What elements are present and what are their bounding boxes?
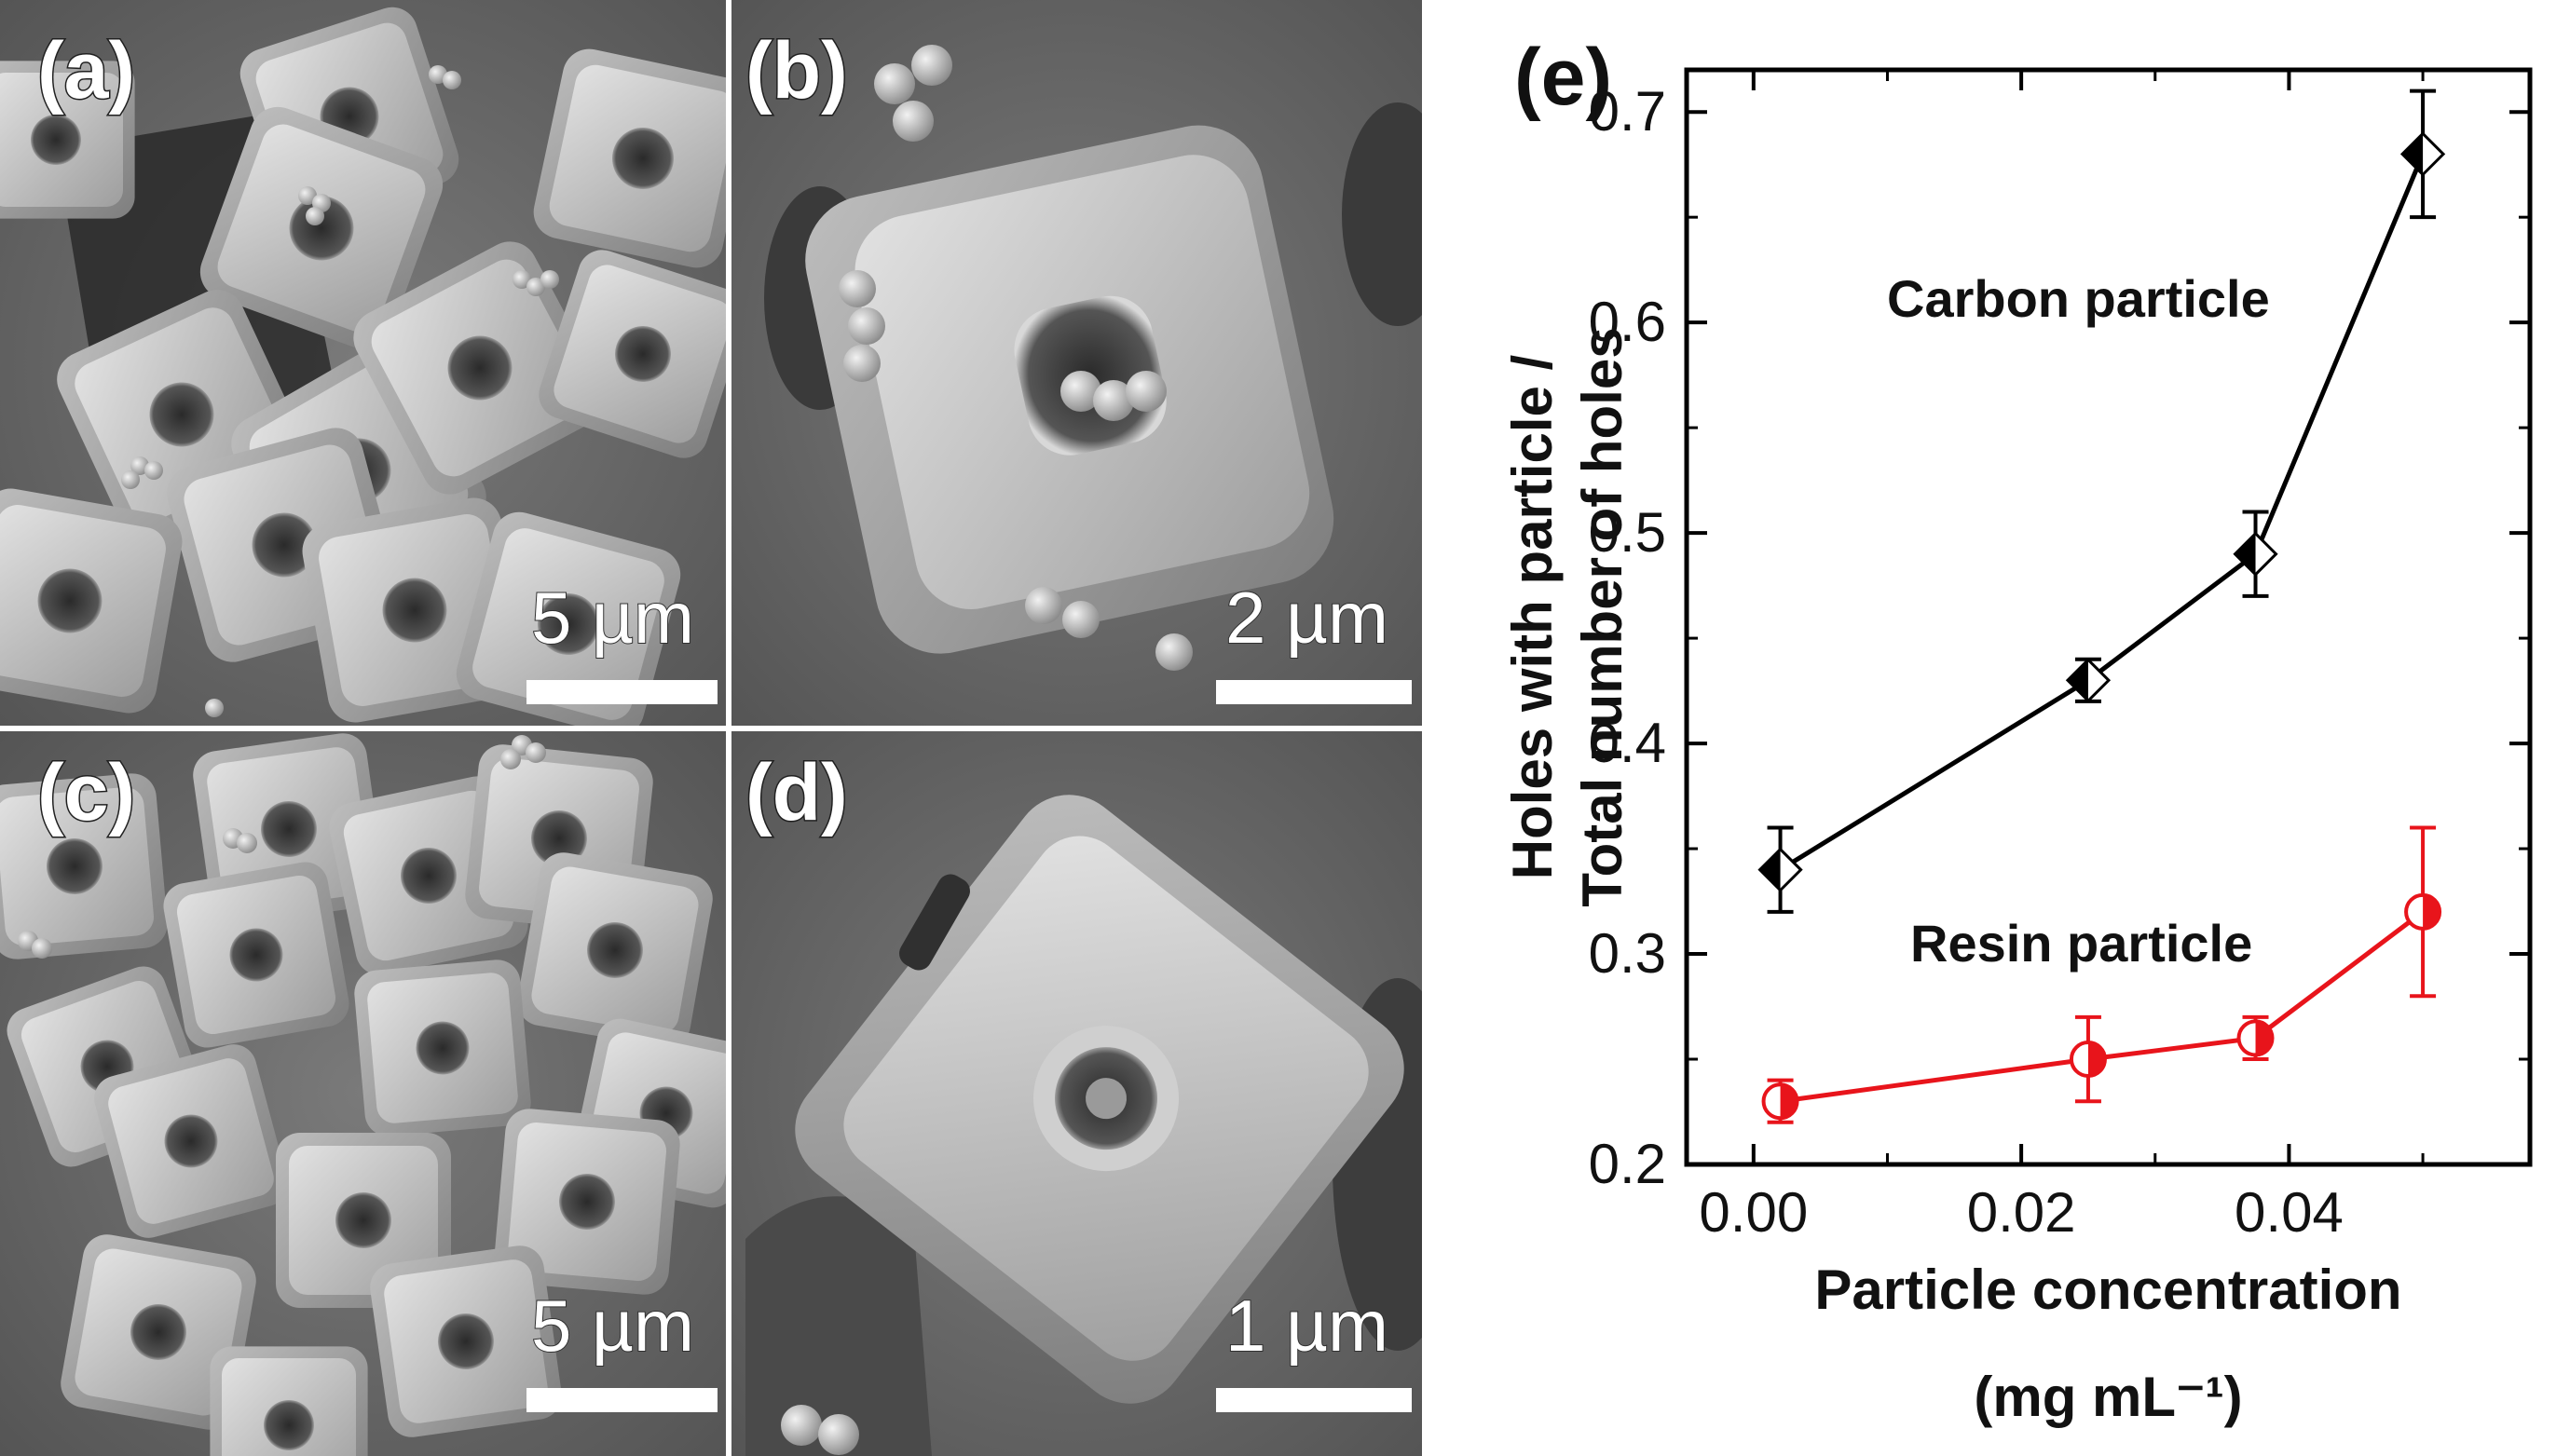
panel-label-d: (d) bbox=[745, 748, 848, 837]
scale-bar-a bbox=[526, 680, 718, 704]
panel-label-c: (c) bbox=[37, 748, 135, 837]
scale-label-a: 5 µm bbox=[531, 577, 694, 659]
x-tick-label: 0.00 bbox=[1699, 1181, 1808, 1244]
sem-panel-d bbox=[729, 728, 1422, 1456]
sem-panel-c bbox=[0, 728, 729, 1456]
chart-series bbox=[1757, 88, 2446, 1124]
data-point-carbon-fill bbox=[2067, 660, 2088, 701]
chart-ticks: 0.00 0.02 0.04 0.2 0.3 0.4 0.5 0.6 0.7 bbox=[1589, 70, 2530, 1244]
plot-frame bbox=[1684, 67, 2533, 1167]
scale-bar-b bbox=[1216, 680, 1412, 704]
x-axis-title: Particle concentration bbox=[1814, 1259, 2401, 1321]
x-tick-label: 0.02 bbox=[1967, 1181, 2076, 1244]
y-axis-title-line2: Total number of holes bbox=[1571, 327, 1634, 906]
chart-e: (e) 0.00 0.02 0.04 0.2 0.3 0.4 0.5 0.6 0.7 Carbo… bbox=[1501, 33, 2533, 1428]
annotation-resin-particle: Resin particle bbox=[1910, 914, 2252, 973]
y-tick-label: 0.5 bbox=[1589, 501, 1666, 564]
y-tick-label: 0.7 bbox=[1589, 80, 1666, 143]
data-point-carbon-fill bbox=[2402, 133, 2424, 175]
data-point-resin-fill bbox=[2087, 1042, 2105, 1077]
scale-label-b: 2 µm bbox=[1225, 577, 1388, 659]
series-line-0 bbox=[1779, 153, 2426, 872]
scale-label-d: 1 µm bbox=[1225, 1285, 1388, 1367]
series-line-1 bbox=[1780, 909, 2425, 1104]
y-tick-label: 0.3 bbox=[1589, 922, 1666, 985]
y-tick-label: 0.6 bbox=[1589, 291, 1666, 353]
x-tick-label: 0.04 bbox=[2235, 1181, 2344, 1244]
x-axis-unit: (mg mL⁻¹) bbox=[1974, 1366, 2242, 1428]
y-tick-label: 0.2 bbox=[1589, 1133, 1666, 1195]
chart-label-e: (e) bbox=[1514, 33, 1612, 122]
scale-label-c: 5 µm bbox=[531, 1285, 694, 1367]
sem-panel-b bbox=[729, 0, 1422, 728]
y-axis-title-line1: Holes with particle / bbox=[1501, 354, 1564, 879]
data-point-resin-fill bbox=[2255, 1021, 2273, 1055]
data-point-carbon-fill bbox=[2235, 533, 2256, 575]
y-tick-label: 0.4 bbox=[1589, 712, 1666, 774]
panel-label-a: (a) bbox=[37, 26, 135, 116]
panel-divider-horizontal bbox=[0, 726, 1422, 731]
data-point-resin-fill bbox=[1780, 1084, 1798, 1119]
scale-bar-d bbox=[1216, 1388, 1412, 1412]
scale-bar-c bbox=[526, 1388, 718, 1412]
annotation-carbon-particle: Carbon particle bbox=[1887, 269, 2270, 328]
data-point-carbon-fill bbox=[1759, 849, 1781, 891]
data-point-resin-fill bbox=[2423, 894, 2440, 929]
panel-label-b: (b) bbox=[745, 26, 848, 116]
panel-divider-vertical bbox=[726, 0, 731, 1456]
sem-panel-a bbox=[0, 0, 729, 728]
